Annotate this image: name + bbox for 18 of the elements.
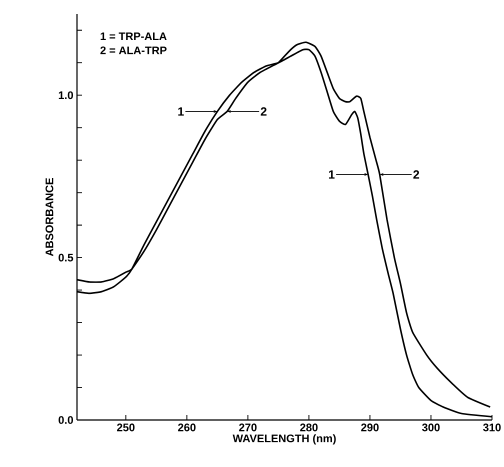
- x-axis-title: WAVELENGTH (nm): [232, 434, 336, 444]
- annotation: 2: [413, 170, 420, 179]
- x-tick-label: 300: [422, 424, 440, 432]
- y-tick-label: 0.0: [58, 416, 74, 424]
- annotation: 2: [260, 107, 267, 116]
- y-tick-label: 0.5: [58, 254, 74, 262]
- x-tick-label: 280: [300, 424, 318, 432]
- x-tick-label: 290: [361, 424, 379, 432]
- y-tick-label: 1.0: [58, 91, 74, 100]
- annotation: 1: [178, 107, 184, 116]
- annotation: 1: [328, 170, 335, 179]
- annotation: 2 = ALA-TRP: [100, 46, 167, 54]
- x-tick-label: 250: [117, 424, 135, 432]
- x-tick-label: 270: [239, 424, 257, 432]
- y-axis-title: ABSORBANCE: [46, 178, 54, 256]
- x-tick-label: 310: [483, 424, 501, 432]
- x-tick-label: 260: [178, 424, 196, 432]
- annotation: 1 = TRP-ALA: [100, 32, 167, 40]
